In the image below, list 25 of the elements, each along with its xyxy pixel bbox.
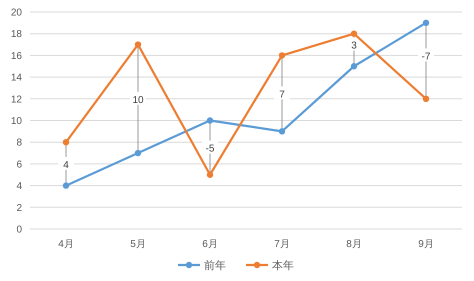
legend-label: 本年 — [272, 260, 294, 272]
x-tick: 8月 — [346, 239, 362, 250]
x-tick: 9月 — [418, 239, 434, 250]
y-tick: 12 — [10, 94, 22, 106]
annotation: 7 — [279, 89, 285, 100]
x-tick: 5月 — [130, 239, 146, 250]
x-tick: 4月 — [58, 239, 74, 250]
y-tick: 10 — [10, 116, 22, 127]
x-tick: 6月 — [202, 239, 218, 250]
y-tick: 20 — [10, 8, 22, 18]
legend-label: 前年 — [204, 260, 226, 272]
annotation: -7 — [422, 51, 430, 62]
x-tick: 7月 — [274, 239, 290, 250]
y-tick: 4 — [16, 181, 22, 192]
annotation: 4 — [63, 160, 69, 171]
y-tick: 0 — [16, 224, 22, 236]
y-tick: 2 — [16, 202, 22, 214]
y-tick: 14 — [10, 72, 22, 84]
y-tick: 6 — [16, 159, 22, 170]
y-tick: 8 — [16, 138, 22, 149]
y-tick: 18 — [10, 29, 22, 40]
annotation: -5 — [206, 144, 214, 155]
annotation: 3 — [351, 40, 357, 52]
annotation: 10 — [132, 94, 144, 106]
y-tick: 16 — [10, 50, 22, 62]
